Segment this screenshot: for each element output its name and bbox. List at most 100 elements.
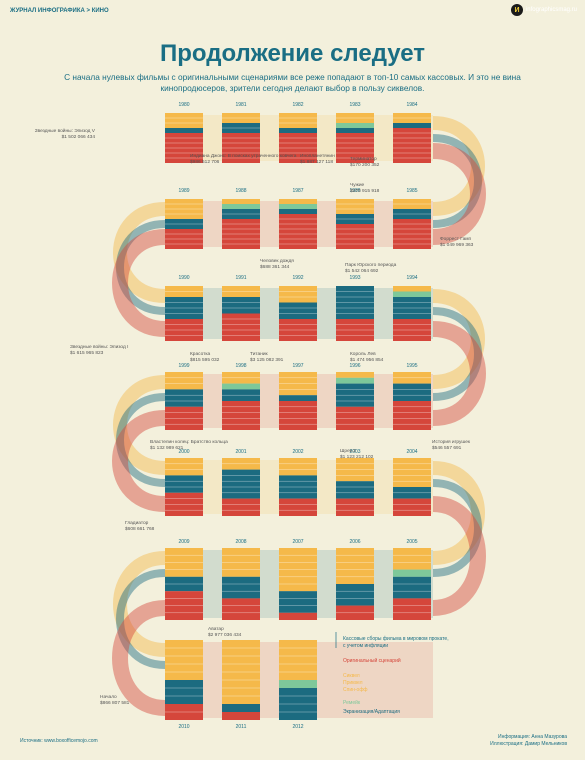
legend-prequel: Приквел <box>343 680 363 686</box>
bar-segment-remake <box>336 123 374 128</box>
year-label: 1989 <box>178 188 189 194</box>
annotation-label: Гладиатор <box>125 520 149 526</box>
connector-loop <box>116 393 166 487</box>
year-label: 2010 <box>178 724 189 730</box>
annotation-value: $608 661 768 <box>125 526 155 532</box>
year-label: 1993 <box>349 275 360 281</box>
year-label: 1988 <box>235 188 246 194</box>
connector-loop <box>432 496 486 616</box>
connector-loop <box>113 551 166 657</box>
annotation-label: Властелин колец: Братство кольца <box>150 439 228 445</box>
bar-segment-original <box>393 498 431 516</box>
legend-adaptation: Экранизация/Адаптация <box>343 709 400 715</box>
annotation-value: $170 200 352 <box>350 162 380 168</box>
annotation-label: Аватар <box>208 626 224 632</box>
year-label: 2002 <box>292 449 303 455</box>
annotation-label: История игрушек <box>432 439 471 445</box>
annotation-value: $1 502 066 434 <box>62 134 96 140</box>
year-label: 1997 <box>292 363 303 369</box>
annotation-label: Звездные войны: Эпизод I <box>70 343 128 350</box>
annotation-label: Индиана Джонс: В поисках утраченного ков… <box>190 153 297 159</box>
bar-segment-original <box>222 498 260 516</box>
annotation-value: $688 361 344 <box>260 264 290 270</box>
annotation-value: $986 512 706 <box>190 159 220 165</box>
legend-sequel: Сиквел <box>343 673 360 679</box>
bar-segment-original <box>279 214 317 249</box>
year-label: 1999 <box>178 363 189 369</box>
annotation-value: $866 807 581 <box>100 700 130 706</box>
year-label: 1985 <box>406 188 417 194</box>
logo-icon: И <box>510 4 523 16</box>
year-label: 1981 <box>235 102 246 108</box>
legend-spinoff: Спин-офф <box>343 687 368 693</box>
bar-segment-adaptation <box>222 297 260 314</box>
connector-loop <box>112 600 166 716</box>
year-label: 1982 <box>292 102 303 108</box>
legend-box-text: Кассовые сборы фильма в мировом прокате, <box>343 636 449 642</box>
bar-segment-sequel <box>279 640 317 680</box>
bar-segment-adaptation <box>336 128 374 133</box>
year-label: 1996 <box>349 363 360 369</box>
bar-segment-original <box>279 498 317 516</box>
bar-segment-sequel <box>165 458 203 476</box>
breadcrumb: ЖУРНАЛ ИНФОГРАФИКА > КИНО <box>10 8 109 14</box>
bar-segment-sequel <box>165 640 203 680</box>
bar-segment-original <box>279 401 317 430</box>
annotation-value: $2 977 036 434 <box>208 632 242 638</box>
bar-segment-sequel <box>279 199 317 204</box>
bar-segment-original <box>279 612 317 620</box>
annotation-value: $1 615 965 823 <box>70 350 104 356</box>
year-label: 1995 <box>406 363 417 369</box>
credit-illustration: Иллюстрация: Дамир Мельников <box>490 741 567 747</box>
connector-loop <box>432 321 486 426</box>
bar-segment-adaptation <box>336 481 374 499</box>
bar-segment-original <box>222 401 260 430</box>
bar-segment-sequel <box>279 113 317 128</box>
year-label: 2003 <box>349 449 360 455</box>
bar-segment-sequel <box>279 286 317 303</box>
legend-original: Оригинальный сценарий <box>343 657 401 664</box>
bar-segment-remake <box>393 569 431 577</box>
year-label: 1986 <box>349 188 360 194</box>
legend-remake: Ремейк <box>343 699 361 706</box>
annotation-label: Шрек 2 <box>340 448 356 454</box>
year-label: 1994 <box>406 275 417 281</box>
bar-segment-remake <box>393 291 431 297</box>
annotation-value: $815 595 032 <box>190 357 220 363</box>
breadcrumb-section[interactable]: КИНО <box>91 8 109 14</box>
connector-loop <box>112 229 166 337</box>
year-label: 1984 <box>406 102 417 108</box>
bar-segment-original <box>393 598 431 620</box>
annotation-value: $1 887 127 118 <box>300 159 333 165</box>
bar-segment-adaptation <box>279 591 317 613</box>
year-label: 2009 <box>178 539 189 545</box>
annotation-label: Красотка <box>190 351 211 357</box>
bar-segment-adaptation <box>279 302 317 319</box>
connector-loop <box>432 143 486 245</box>
page-subtitle: С начала нулевых фильмы с оригинальными … <box>64 72 521 93</box>
breadcrumb-path: ЖУРНАЛ ИНФОГРАФИКА > <box>10 8 92 14</box>
annotation-value: $273 915 918 <box>350 188 380 194</box>
annotation-value: $1 049 969 363 <box>440 242 474 248</box>
connector-loop <box>432 289 485 389</box>
bar-segment-sequel <box>336 372 374 378</box>
connector-loop <box>432 134 482 228</box>
bar-segment-remake <box>279 680 317 688</box>
bar-segment-remake <box>222 204 260 209</box>
bar-segment-remake <box>279 204 317 209</box>
bar-segment-adaptation <box>393 576 431 599</box>
bar-segment-original <box>222 313 260 341</box>
year-label: 2007 <box>292 539 303 545</box>
annotation-value: $1 132 989 621 <box>150 445 184 451</box>
year-label: 2006 <box>349 539 360 545</box>
source-text: Источник: www.boxofficemojo.com <box>20 738 98 744</box>
bar-segment-original <box>222 712 260 720</box>
annotation-label: Звездные войны: Эпизод V <box>35 127 96 134</box>
year-label: 1998 <box>235 363 246 369</box>
bar-segment-remake <box>336 377 374 384</box>
bar-segment-adaptation <box>336 584 374 606</box>
year-label: 2011 <box>236 724 247 730</box>
bar-segment-sequel <box>279 458 317 476</box>
bar-segment-adaptation <box>279 209 317 214</box>
